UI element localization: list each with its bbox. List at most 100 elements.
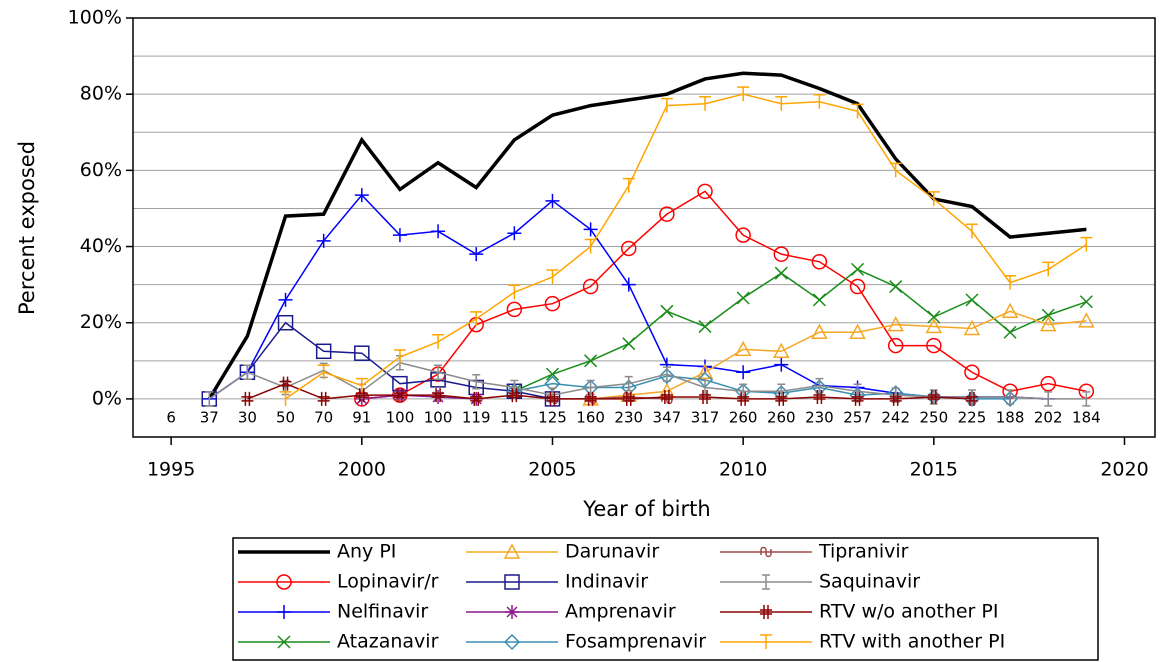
marker — [1006, 389, 1015, 405]
marker — [432, 334, 445, 349]
marker — [241, 391, 254, 406]
marker — [276, 574, 292, 590]
count-label: 125 — [538, 408, 567, 426]
marker — [849, 387, 866, 404]
marker — [1004, 274, 1017, 290]
marker — [1042, 261, 1055, 277]
marker — [278, 292, 293, 307]
count-label: 115 — [500, 408, 529, 426]
series-line — [207, 71, 1087, 400]
count-label: 30 — [238, 408, 257, 426]
marker — [620, 240, 637, 257]
count-label: 317 — [691, 408, 720, 426]
marker — [964, 364, 980, 380]
count-label: 242 — [881, 408, 910, 426]
marker — [1003, 325, 1017, 339]
count-label: 257 — [843, 408, 872, 426]
marker — [508, 284, 521, 300]
marker — [660, 97, 673, 113]
marker — [697, 183, 713, 200]
marker — [508, 388, 521, 403]
marker — [504, 574, 520, 590]
legend-label: Fosamprenavir — [565, 631, 706, 653]
marker — [393, 388, 406, 403]
marker — [507, 226, 522, 241]
legend-label: RTV w/o another PI — [819, 601, 998, 623]
marker — [621, 277, 636, 292]
marker — [434, 364, 443, 380]
series-line — [208, 193, 1049, 400]
marker — [355, 377, 368, 393]
legend-box — [232, 537, 1099, 661]
marker — [469, 247, 484, 262]
marker — [889, 391, 902, 406]
marker — [926, 337, 942, 354]
marker — [205, 391, 214, 407]
marker — [317, 391, 330, 406]
count-label: 347 — [653, 408, 682, 426]
count-label: 100 — [386, 408, 415, 426]
marker — [735, 227, 751, 243]
marker — [584, 354, 598, 368]
marker — [279, 376, 292, 391]
legend-label: Amprenavir — [565, 601, 676, 623]
legend-label: Saquinavir — [819, 571, 920, 593]
marker — [927, 191, 940, 206]
marker — [851, 391, 864, 406]
marker — [775, 391, 788, 406]
series-line — [247, 382, 972, 400]
marker — [1078, 312, 1095, 328]
marker — [696, 363, 714, 379]
legend-label: Lopinavir/r — [337, 571, 439, 593]
marker — [503, 543, 521, 559]
marker — [546, 269, 559, 285]
marker — [774, 266, 788, 280]
marker — [277, 605, 291, 619]
marker — [698, 320, 712, 334]
marker — [762, 574, 770, 590]
legend-label: Indinavir — [565, 571, 648, 593]
marker — [470, 311, 483, 326]
series-line — [361, 394, 477, 400]
marker — [1001, 302, 1019, 319]
count-label: 184 — [1072, 408, 1101, 426]
marker — [887, 337, 904, 354]
count-label: 188 — [996, 408, 1025, 426]
y-tick-label: 60% — [80, 159, 122, 181]
legend-label: RTV with another PI — [819, 631, 1005, 653]
legend-label: Tipranivir — [818, 541, 909, 563]
marker — [699, 390, 712, 405]
marker — [849, 278, 866, 295]
count-label: 230 — [614, 408, 643, 426]
marker — [279, 391, 292, 406]
marker — [622, 337, 636, 351]
series-line — [208, 321, 553, 400]
y-tick-label: 100% — [68, 7, 122, 29]
x-tick-label: 2015 — [910, 459, 958, 481]
x-tick-label: 2020 — [1100, 459, 1148, 481]
x-tick-label: 1995 — [147, 459, 195, 481]
y-axis-label: Percent exposed — [15, 141, 39, 315]
marker — [775, 95, 788, 111]
count-label: 100 — [424, 408, 453, 426]
count-label: 202 — [1034, 408, 1063, 426]
marker — [544, 295, 561, 312]
marker — [316, 233, 331, 248]
marker — [660, 304, 674, 318]
marker — [317, 364, 330, 380]
marker — [737, 391, 750, 406]
marker — [1079, 295, 1093, 309]
marker — [622, 391, 635, 406]
series-line — [590, 310, 1087, 400]
marker — [432, 388, 445, 403]
marker — [736, 291, 750, 305]
marker — [659, 206, 675, 222]
y-tick-label: 0% — [92, 387, 122, 409]
marker — [662, 366, 671, 382]
marker — [927, 390, 940, 405]
count-label: 225 — [958, 408, 987, 426]
marker — [1039, 316, 1057, 332]
marker — [699, 95, 712, 111]
marker — [624, 375, 633, 392]
